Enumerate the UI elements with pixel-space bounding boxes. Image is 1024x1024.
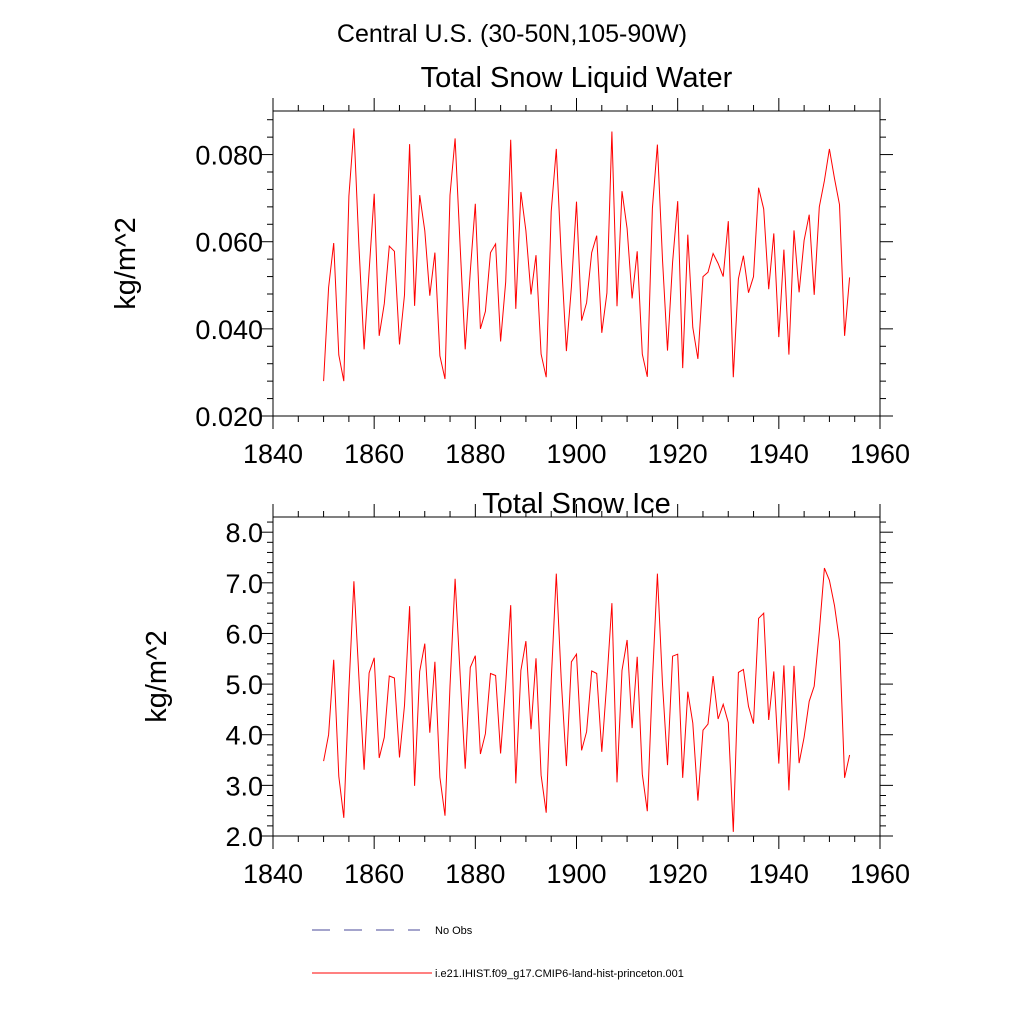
chart-0-ylabel: kg/m^2 [110, 217, 142, 310]
legend-obs-label: No Obs [435, 925, 473, 937]
chart-1-ytick-label: 2.0 [225, 822, 263, 852]
chart-0-frame [272, 110, 881, 417]
chart-1-ytick-label: 6.0 [225, 619, 263, 649]
chart-1-xtick-label: 1860 [344, 859, 404, 889]
figure-super-title: Central U.S. (30-50N,105-90W) [337, 20, 687, 48]
chart-1-ylabel: kg/m^2 [141, 630, 173, 723]
chart-0-ytick-label: 0.080 [195, 141, 263, 171]
chart-1-series-line [323, 567, 851, 832]
chart-0-xtick-label: 1900 [546, 439, 606, 469]
chart-1-xtick-label: 1920 [648, 859, 708, 889]
chart-0-ytick-label: 0.040 [195, 315, 263, 345]
legend: No Obs i.e21.IHIST.f09_g17.CMIP6-land-hi… [312, 925, 684, 980]
chart-1-xtick-label: 1840 [243, 859, 303, 889]
chart-0-xtick-label: 1940 [749, 439, 809, 469]
chart-0-xtick-label: 1960 [850, 439, 910, 469]
chart-1-xtick-label: 1960 [850, 859, 910, 889]
chart-0-series-line [323, 128, 851, 382]
chart-0-title: Total Snow Liquid Water [421, 62, 733, 94]
chart-1-xtick-label: 1880 [445, 859, 505, 889]
legend-model-label: i.e21.IHIST.f09_g17.CMIP6-land-hist-prin… [435, 968, 684, 980]
chart-0-xtick-label: 1920 [648, 439, 708, 469]
chart-1-ytick-label: 4.0 [225, 721, 263, 751]
chart-1-ytick-label: 3.0 [225, 771, 263, 801]
chart-1-ytick-label: 7.0 [225, 569, 263, 599]
chart-0-ytick-label: 0.020 [195, 402, 263, 432]
chart-total-snow-liquid-water: Total Snow Liquid Water kg/m^2 1840 1860 188… [110, 62, 910, 469]
chart-1-ytick-label: 5.0 [225, 670, 263, 700]
chart-1-xtick-label: 1900 [546, 859, 606, 889]
chart-1-xtick-label: 1940 [749, 859, 809, 889]
chart-0-xtick-label: 1840 [243, 439, 303, 469]
chart-0-xtick-label: 1880 [445, 439, 505, 469]
chart-0-xtick-label: 1860 [344, 439, 404, 469]
chart-0-ytick-label: 0.060 [195, 228, 263, 258]
chart-1-ytick-label: 8.0 [225, 518, 263, 548]
